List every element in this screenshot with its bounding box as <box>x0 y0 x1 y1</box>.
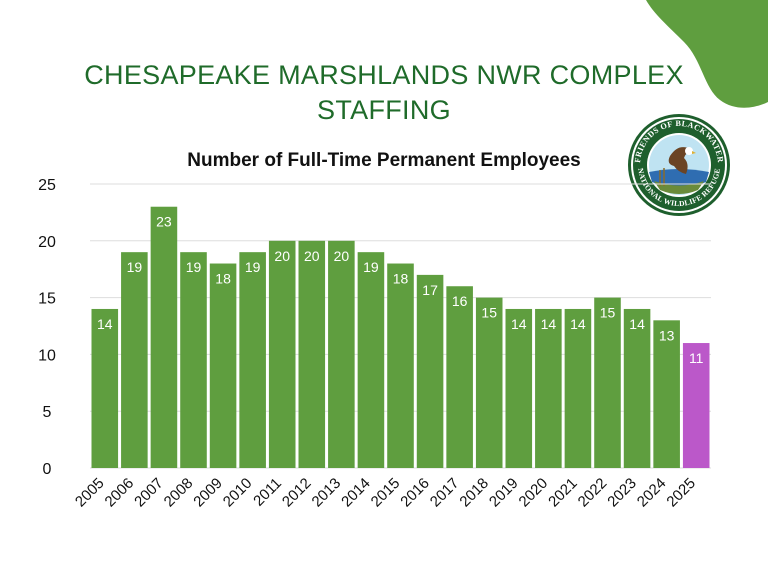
bar-2017 <box>446 286 473 468</box>
x-tick-label: 2015 <box>368 475 404 511</box>
x-tick-label: 2013 <box>309 475 345 511</box>
data-label: 20 <box>274 248 290 264</box>
data-label: 16 <box>452 293 468 309</box>
data-labels: 14 19 23 19 18 19 20 20 20 19 18 17 16 15 14 14 14 15 14 13… <box>97 214 704 366</box>
x-tick-label: 2008 <box>161 475 197 511</box>
bar-2015 <box>387 263 414 468</box>
x-tick-label: 2025 <box>663 475 699 511</box>
page-title: CHESAPEAKE MARSHLANDS NWR COMPLEX STAFFI… <box>0 58 768 128</box>
x-tick-label: 2009 <box>190 475 226 511</box>
bar-2020 <box>535 308 562 468</box>
bars <box>91 206 710 468</box>
bar-2025 <box>682 343 710 468</box>
data-label: 15 <box>481 305 497 321</box>
x-axis-tick-labels: 2005200620072008200920102011201220132014… <box>72 475 699 511</box>
data-label: 15 <box>600 305 616 321</box>
bar-2022 <box>594 297 621 468</box>
x-tick-label: 2020 <box>516 475 552 511</box>
bar-2023 <box>623 308 651 468</box>
y-tick-label: 0 <box>43 461 52 478</box>
x-tick-label: 2024 <box>634 475 670 511</box>
bar-2014 <box>357 252 385 468</box>
data-label: 23 <box>156 214 172 230</box>
data-label: 14 <box>97 316 113 332</box>
x-tick-label: 2016 <box>397 475 433 511</box>
y-tick-label: 25 <box>38 177 56 194</box>
page-title-line-2: STAFFING <box>317 95 451 125</box>
corner-decoration <box>646 0 768 108</box>
data-label: 14 <box>570 316 586 332</box>
refuge-logo: FRIENDS OF BLACKWATER NATIONAL WILDLIFE … <box>628 114 730 216</box>
bar-2016 <box>416 274 444 468</box>
x-tick-label: 2011 <box>250 475 285 510</box>
bar-2012 <box>298 240 326 468</box>
bar-2009 <box>209 263 237 468</box>
x-tick-label: 2010 <box>220 475 256 511</box>
data-label: 13 <box>659 327 675 343</box>
data-label: 18 <box>393 271 409 287</box>
x-tick-label: 2005 <box>72 475 108 511</box>
bar-2006 <box>121 252 148 468</box>
data-label: 14 <box>629 316 645 332</box>
bar-2024 <box>653 320 680 468</box>
y-tick-label: 10 <box>38 347 56 364</box>
bar-2010 <box>239 252 266 468</box>
x-tick-label: 2023 <box>604 475 640 511</box>
bar-2021 <box>564 308 592 468</box>
x-tick-label: 2014 <box>338 475 374 511</box>
data-label: 20 <box>334 248 350 264</box>
x-tick-label: 2022 <box>575 475 611 511</box>
data-label: 11 <box>689 350 704 366</box>
bar-2007 <box>150 206 178 468</box>
bar-2011 <box>268 240 296 468</box>
data-label: 20 <box>304 248 320 264</box>
data-label: 19 <box>127 259 143 275</box>
x-tick-label: 2012 <box>279 475 315 511</box>
chart-title: Number of Full-Time Permanent Employees <box>187 150 581 171</box>
x-tick-label: 2021 <box>545 475 581 511</box>
data-label: 14 <box>541 316 557 332</box>
y-tick-label: 15 <box>38 291 56 308</box>
x-tick-label: 2006 <box>102 475 138 511</box>
bar-2013 <box>328 240 355 468</box>
data-label: 19 <box>245 259 261 275</box>
data-label: 19 <box>186 259 202 275</box>
page-title-line-1: CHESAPEAKE MARSHLANDS NWR COMPLEX <box>84 60 684 90</box>
x-tick-label: 2017 <box>427 475 463 511</box>
y-tick-label: 20 <box>38 234 56 251</box>
data-label: 17 <box>422 282 438 298</box>
bar-2005 <box>91 308 119 468</box>
data-label: 18 <box>215 271 231 287</box>
bar-2008 <box>180 252 207 468</box>
x-tick-label: 2007 <box>131 475 167 511</box>
bar-2019 <box>505 308 533 468</box>
bar-2018 <box>475 297 503 468</box>
y-tick-label: 5 <box>43 404 52 421</box>
data-label: 19 <box>363 259 379 275</box>
x-tick-label: 2018 <box>456 475 492 511</box>
y-axis-tick-labels: 0 5 10 15 20 25 <box>38 177 56 478</box>
data-label: 14 <box>511 316 527 332</box>
x-tick-label: 2019 <box>486 475 522 511</box>
